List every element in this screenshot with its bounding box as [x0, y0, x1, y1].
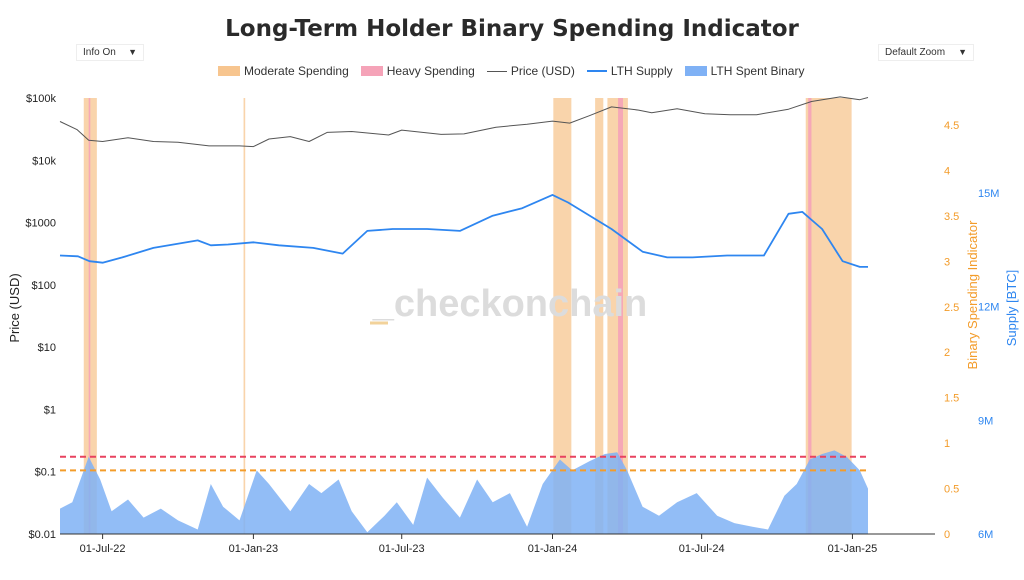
- y-tick-right-indicator: 4.5: [944, 120, 959, 132]
- y-axis-left-label: Price (USD): [7, 273, 22, 342]
- moderate-band: [595, 98, 604, 534]
- moderate-band: [243, 98, 246, 534]
- y-axis-right-label-2: Supply [BTC]: [1004, 270, 1019, 347]
- y-tick-right-indicator: 0.5: [944, 484, 959, 496]
- threshold-lines: [60, 455, 868, 472]
- y-tick-left: $100k: [26, 93, 56, 105]
- legend-label-moderate: Moderate Spending: [244, 64, 349, 78]
- y-tick-right-indicator: 0: [944, 529, 950, 541]
- legend-swatch-heavy: [360, 66, 383, 76]
- chart-title: Long-Term Holder Binary Spending Indicat…: [225, 16, 799, 42]
- heavy-band: [808, 98, 812, 534]
- y-axis-right-label-1: Binary Spending Indicator: [965, 220, 980, 370]
- legend-label-price: Price (USD): [510, 64, 575, 78]
- y-tick-left: $100: [32, 280, 56, 292]
- axes: $0.01 $0.1 $1 $10 $100 $1000 $10k $100k 0 0.5 1 1.5…: [25, 93, 999, 555]
- binary-area-path: [60, 450, 868, 534]
- y-tick-left: $0.01: [28, 529, 56, 541]
- binary-area: [60, 450, 868, 534]
- legend-swatch-supply: [586, 70, 607, 72]
- y-tick-right-indicator: 1.5: [944, 393, 959, 405]
- legend-label-supply: LTH Supply: [610, 64, 673, 78]
- legend-swatch-binary: [684, 66, 707, 76]
- legend-swatch-moderate: [218, 66, 240, 76]
- heavy-band: [618, 98, 623, 534]
- x-tick: 01-Jul-24: [679, 543, 725, 555]
- y-tick-left: $1000: [25, 218, 56, 230]
- x-tick: 01-Jan-25: [828, 543, 878, 555]
- y-tick-right-supply: 6M: [978, 529, 993, 541]
- heavy-band: [88, 98, 91, 534]
- legend-swatch-price: [486, 70, 507, 72]
- series-lines: [59, 96, 869, 268]
- zoom-dropdown-label: Default Zoom: [885, 47, 946, 58]
- y-tick-right-indicator: 4: [944, 165, 950, 177]
- y-tick-right-indicator: 3: [944, 256, 950, 268]
- y-tick-right-indicator: 2: [944, 347, 950, 359]
- legend-label-heavy: Heavy Spending: [386, 64, 475, 78]
- chevron-down-icon: ▼: [128, 47, 137, 57]
- y-tick-left: $0.1: [35, 467, 56, 479]
- legend-item-heavy[interactable]: Heavy Spending: [360, 64, 475, 78]
- info-dropdown[interactable]: Info On ▼: [76, 44, 144, 61]
- y-tick-right-indicator: 1: [944, 438, 950, 450]
- x-tick: 01-Jul-23: [379, 543, 425, 555]
- moderate-band: [553, 98, 572, 534]
- legend-item-binary[interactable]: LTH Spent Binary: [684, 64, 805, 78]
- y-tick-right-supply: 15M: [978, 188, 999, 200]
- lth-supply-line: [59, 194, 868, 268]
- x-tick: 01-Jan-23: [229, 543, 279, 555]
- zoom-dropdown[interactable]: Default Zoom ▼: [878, 44, 974, 61]
- x-tick: 01-Jul-22: [80, 543, 126, 555]
- y-tick-left: $1: [44, 404, 56, 416]
- chevron-down-icon: ▼: [958, 47, 967, 57]
- y-tick-right-supply: 9M: [978, 415, 993, 427]
- legend: Moderate Spending Heavy Spending Price (…: [218, 64, 804, 78]
- watermark: _checkonchain: [372, 283, 648, 325]
- x-tick: 01-Jan-24: [528, 543, 578, 555]
- legend-item-moderate[interactable]: Moderate Spending: [218, 64, 349, 78]
- y-tick-right-supply: 12M: [978, 302, 999, 314]
- info-dropdown-label: Info On: [83, 47, 116, 58]
- moderate-band: [83, 98, 97, 534]
- price-line: [59, 96, 869, 148]
- legend-item-supply[interactable]: LTH Supply: [586, 64, 673, 78]
- y-tick-left: $10k: [32, 155, 56, 167]
- legend-label-binary: LTH Spent Binary: [710, 64, 805, 78]
- y-tick-right-indicator: 2.5: [944, 302, 959, 314]
- legend-item-price[interactable]: Price (USD): [486, 64, 575, 78]
- y-tick-right-indicator: 3.5: [944, 211, 959, 223]
- y-tick-left: $10: [38, 342, 56, 354]
